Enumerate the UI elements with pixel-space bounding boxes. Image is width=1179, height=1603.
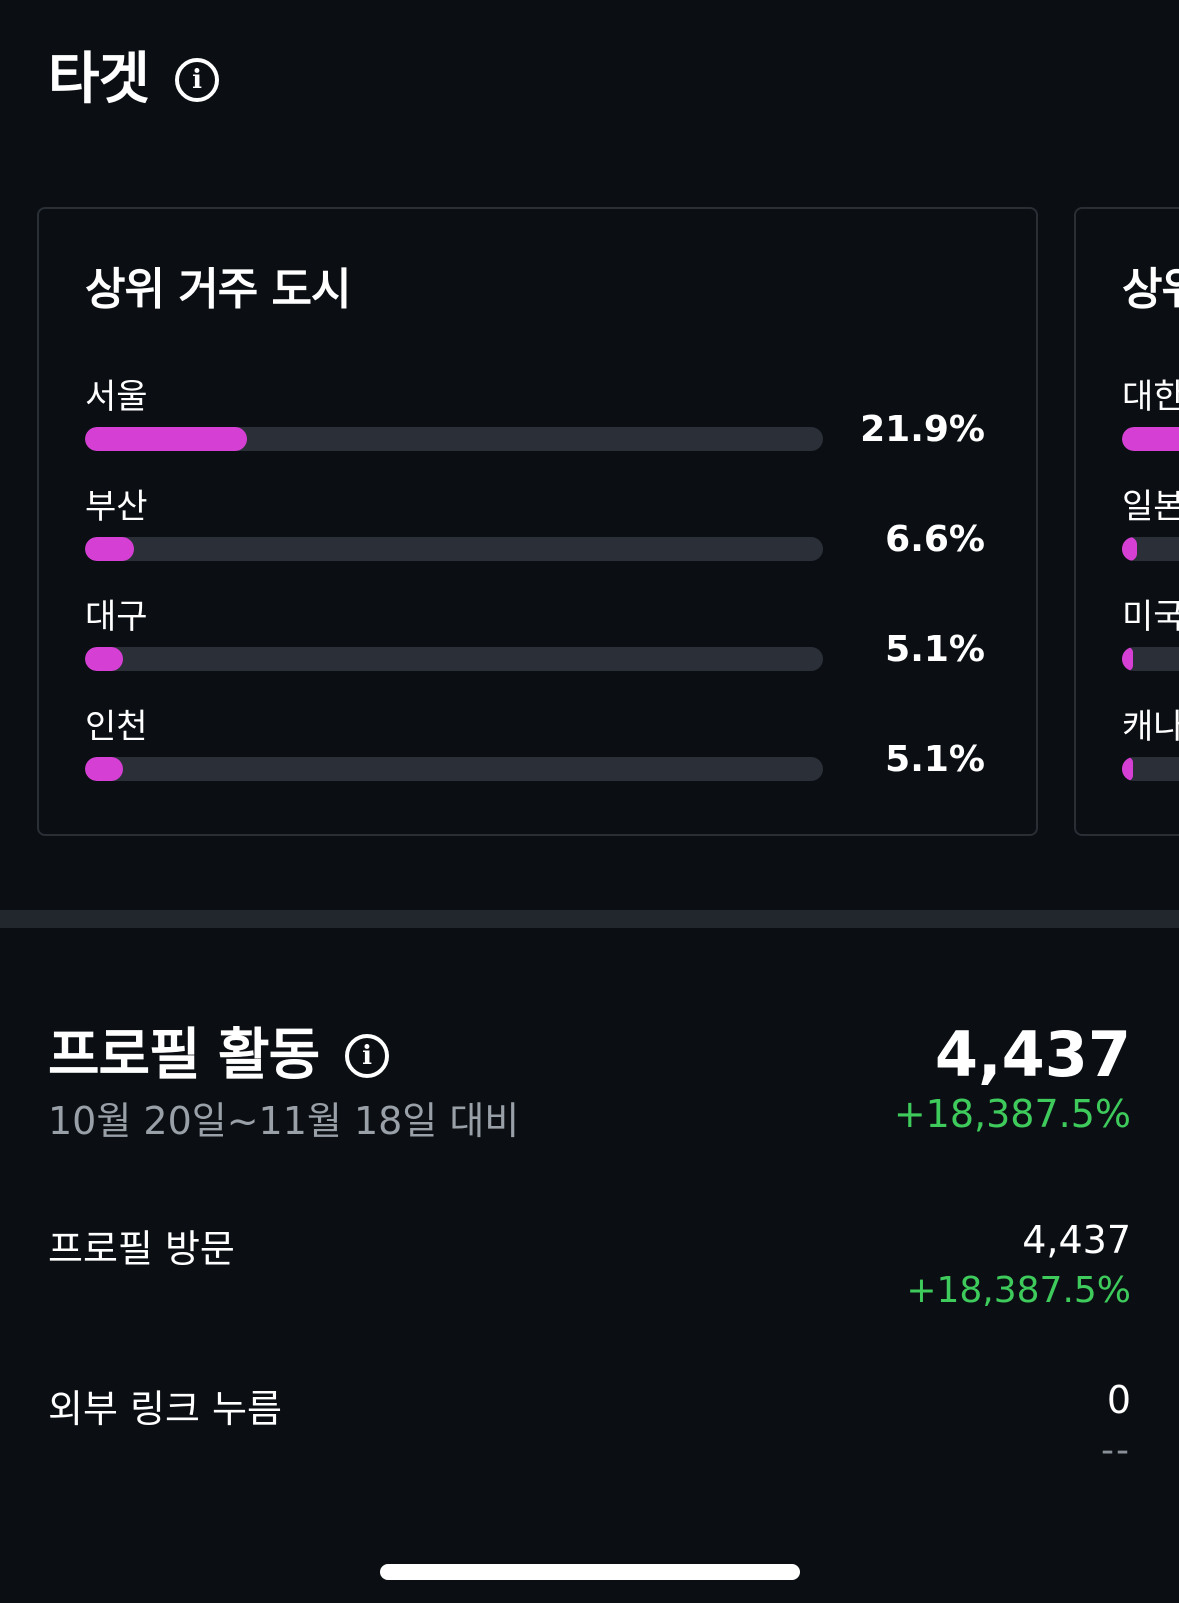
metric-change: +18,387.5% (906, 1270, 1131, 1311)
city-label: 인천 (85, 707, 148, 747)
bar-track (1122, 647, 1179, 671)
city-label: 대구 (85, 597, 148, 637)
bar-track (85, 647, 823, 671)
metric-row-profile-visits[interactable]: 프로필 방문 4,437 +18,387.5% (48, 1218, 1131, 1338)
bar-fill (85, 537, 134, 561)
bar-track (85, 427, 823, 451)
info-icon[interactable]: i (175, 58, 220, 102)
profile-activity-heading: 프로필 활동 i (48, 1020, 390, 1092)
city-row: 인천 5.1% (85, 699, 985, 799)
card-title: 상위 (1122, 264, 1179, 315)
top-countries-card[interactable]: 상위 대한 일본 미국 캐나 (1074, 207, 1179, 836)
country-row: 캐나 (1122, 699, 1179, 799)
country-label: 대한 (1122, 377, 1179, 417)
country-row: 일본 (1122, 479, 1179, 579)
bar-fill (85, 647, 123, 671)
bar-fill (1122, 537, 1137, 561)
city-percent: 21.9% (860, 409, 985, 450)
profile-activity-title: 프로필 활동 (48, 1023, 320, 1088)
metric-value: 4,437 (1022, 1218, 1131, 1262)
comparison-period: 10월 20일~11월 18일 대비 (48, 1099, 520, 1143)
metric-value: 0 (1106, 1378, 1131, 1422)
bar-track (1122, 427, 1179, 451)
bar-fill (1122, 427, 1179, 451)
target-title: 타겟 (48, 47, 150, 112)
city-percent: 5.1% (885, 739, 985, 780)
bar-fill (1122, 757, 1134, 781)
info-icon[interactable]: i (345, 1034, 390, 1078)
city-label: 서울 (85, 377, 148, 417)
city-percent: 5.1% (885, 629, 985, 670)
metric-row-external-link-taps[interactable]: 외부 링크 누름 0 -- (48, 1378, 1131, 1498)
home-indicator[interactable] (380, 1564, 800, 1580)
metric-change: -- (1101, 1430, 1131, 1471)
country-row: 대한 (1122, 369, 1179, 469)
profile-activity-total: 4,437 (934, 1018, 1131, 1091)
country-row: 미국 (1122, 589, 1179, 689)
profile-activity-change: +18,387.5% (893, 1092, 1131, 1136)
target-heading: 타겟 i (48, 44, 220, 116)
country-label: 캐나 (1122, 707, 1179, 747)
top-cities-card[interactable]: 상위 거주 도시 서울 21.9% 부산 6.6% 대구 5.1% 인천 (37, 207, 1038, 836)
section-divider (0, 910, 1179, 928)
city-percent: 6.6% (885, 519, 985, 560)
metric-label: 프로필 방문 (48, 1227, 235, 1271)
bar-track (1122, 537, 1179, 561)
bar-fill (85, 427, 247, 451)
bar-fill (85, 757, 123, 781)
bar-track (85, 757, 823, 781)
card-title: 상위 거주 도시 (85, 264, 352, 315)
bar-track (85, 537, 823, 561)
country-label: 미국 (1122, 597, 1179, 637)
bar-track (1122, 757, 1179, 781)
city-row: 대구 5.1% (85, 589, 985, 689)
metric-label: 외부 링크 누름 (48, 1387, 282, 1431)
country-label: 일본 (1122, 487, 1179, 527)
city-row: 서울 21.9% (85, 369, 985, 469)
bar-fill (1122, 647, 1134, 671)
city-label: 부산 (85, 487, 148, 527)
city-row: 부산 6.6% (85, 479, 985, 579)
